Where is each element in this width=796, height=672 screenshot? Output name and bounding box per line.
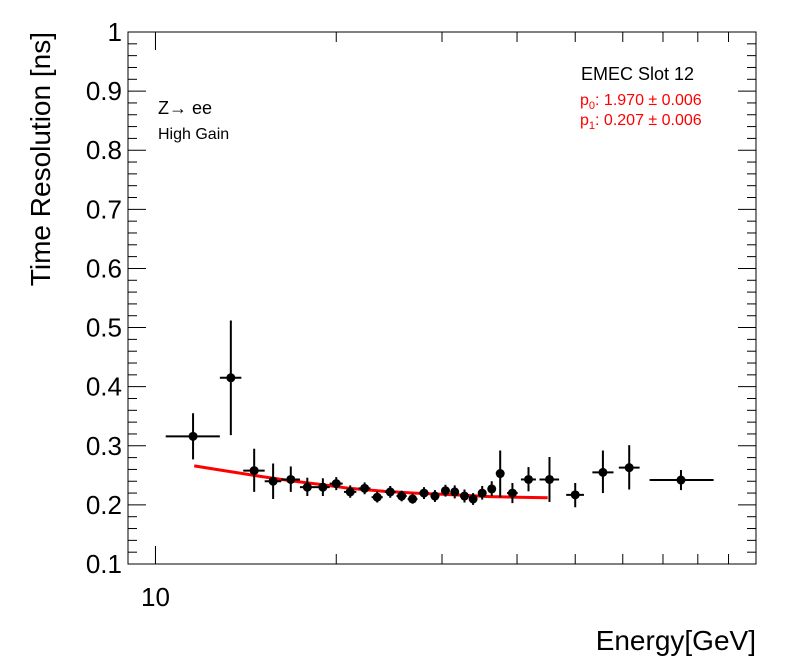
data-point xyxy=(487,484,497,494)
p1-value: : 0.207 ± 0.006 xyxy=(595,112,702,129)
fit-curve xyxy=(193,464,548,500)
data-point xyxy=(676,475,686,485)
data-point xyxy=(268,476,278,486)
data-point xyxy=(302,482,312,492)
p1-subscript: 1 xyxy=(588,120,596,132)
data-point xyxy=(408,494,418,504)
y-tick-label: 0.4 xyxy=(86,372,122,402)
data-point xyxy=(372,492,382,502)
data-point xyxy=(419,488,429,498)
data-point xyxy=(544,474,554,484)
data-point xyxy=(331,479,341,489)
data-point xyxy=(430,491,440,501)
data-point xyxy=(450,487,460,497)
data-point xyxy=(570,490,580,500)
data-point xyxy=(360,483,370,493)
data-point xyxy=(345,487,355,497)
data-point xyxy=(385,487,395,497)
y-tick-label: 0.6 xyxy=(86,253,122,283)
axes-frame xyxy=(127,31,757,565)
y-tick-label: 0.3 xyxy=(86,431,122,461)
data-points-group xyxy=(165,320,714,508)
x-tick-label: 10 xyxy=(141,582,170,612)
annotation-process: Z→ ee xyxy=(158,98,213,118)
y-axis-label: Time Resolution [ns] xyxy=(25,32,56,286)
data-point xyxy=(397,491,407,501)
p1-label: p xyxy=(580,112,589,129)
data-point xyxy=(477,488,487,498)
y-tick-label: 0.5 xyxy=(86,313,122,343)
y-tick-label: 0.1 xyxy=(86,549,122,579)
y-tick-label: 1 xyxy=(108,17,122,47)
data-point xyxy=(318,482,328,492)
y-tick-label: 0.8 xyxy=(86,135,122,165)
data-point xyxy=(286,474,296,484)
y-tick-label: 0.9 xyxy=(86,76,122,106)
data-point xyxy=(507,488,517,498)
data-point xyxy=(624,463,634,473)
data-point xyxy=(459,491,469,501)
x-axis-label: Energy[GeV] xyxy=(596,625,756,656)
data-point xyxy=(249,466,259,476)
data-point xyxy=(440,486,450,496)
p0-label: p xyxy=(580,92,589,109)
fit-param-p0: p0: 1.970 ± 0.006 xyxy=(580,92,702,112)
data-point xyxy=(226,373,236,383)
data-point xyxy=(188,431,198,441)
y-tick-label: 0.2 xyxy=(86,490,122,520)
axis-labels-group: 0.10.20.30.40.50.60.70.80.9110Energy[GeV… xyxy=(25,17,756,656)
y-tick-label: 0.7 xyxy=(86,194,122,224)
data-point xyxy=(468,494,478,504)
data-point xyxy=(598,467,608,477)
data-point xyxy=(495,469,505,479)
data-point xyxy=(524,474,534,484)
fit-curve-group xyxy=(193,464,548,500)
p0-subscript: 0 xyxy=(588,100,596,112)
p0-value: : 1.970 ± 0.006 xyxy=(595,92,702,109)
fit-param-p1: p1: 0.207 ± 0.006 xyxy=(580,112,702,132)
annotation-slot: EMEC Slot 12 xyxy=(581,64,695,84)
annotation-gain: High Gain xyxy=(158,126,230,143)
